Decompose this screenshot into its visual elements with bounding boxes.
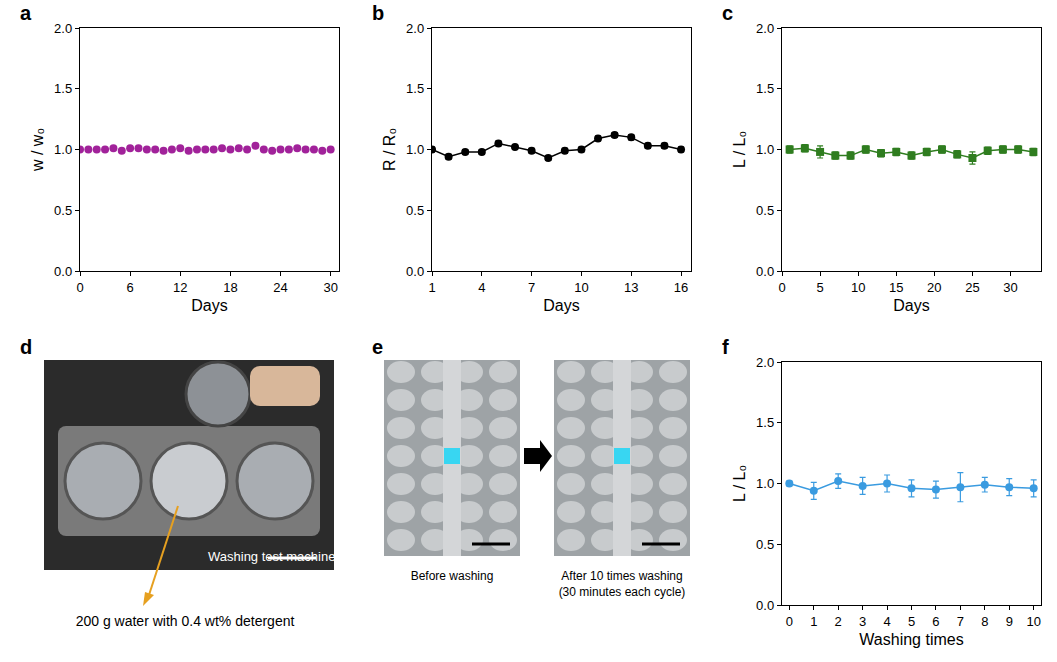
svg-text:6: 6 (127, 280, 134, 295)
svg-text:20: 20 (927, 280, 941, 295)
svg-text:18: 18 (223, 280, 237, 295)
svg-text:0.5: 0.5 (54, 203, 72, 218)
svg-text:1: 1 (810, 614, 817, 629)
svg-text:2.0: 2.0 (54, 21, 72, 36)
svg-text:4: 4 (883, 614, 890, 629)
svg-text:13: 13 (624, 280, 638, 295)
svg-text:0.5: 0.5 (756, 537, 774, 552)
svg-text:6: 6 (932, 614, 939, 629)
svg-text:Washing times: Washing times (859, 631, 963, 648)
svg-text:2.0: 2.0 (756, 355, 774, 370)
html-text:c: c (722, 2, 734, 24)
svg-text:R / R₀: R / R₀ (381, 128, 398, 171)
svg-text:w / w₀: w / w₀ (29, 128, 46, 172)
svg-text:0: 0 (778, 280, 785, 295)
svg-text:9: 9 (1006, 614, 1013, 629)
svg-text:30: 30 (323, 280, 337, 295)
html-text:f: f (722, 336, 729, 358)
svg-text:2: 2 (835, 614, 842, 629)
svg-text:Days: Days (191, 297, 227, 314)
svg-text:16: 16 (674, 280, 688, 295)
svg-text:12: 12 (173, 280, 187, 295)
svg-text:24: 24 (273, 280, 287, 295)
svg-text:7: 7 (957, 614, 964, 629)
svg-text:10: 10 (851, 280, 865, 295)
svg-text:0.0: 0.0 (756, 264, 774, 279)
svg-text:L / L₀: L / L₀ (731, 131, 748, 168)
svg-text:3: 3 (859, 614, 866, 629)
svg-text:After 10 times washing: After 10 times washing (561, 569, 682, 583)
svg-text:0.0: 0.0 (54, 264, 72, 279)
svg-text:1.0: 1.0 (756, 476, 774, 491)
html-text:d: d (20, 336, 33, 358)
svg-text:10: 10 (574, 280, 588, 295)
svg-text:Before washing: Before washing (411, 569, 494, 583)
svg-text:Days: Days (543, 297, 579, 314)
html-text:b: b (372, 2, 385, 24)
svg-text:30: 30 (1003, 280, 1017, 295)
svg-text:0: 0 (786, 614, 793, 629)
svg-text:1.5: 1.5 (406, 81, 424, 96)
svg-text:Days: Days (893, 297, 929, 314)
html-text:a: a (20, 2, 32, 24)
svg-text:1.5: 1.5 (756, 415, 774, 430)
svg-text:15: 15 (889, 280, 903, 295)
svg-text:0.5: 0.5 (756, 203, 774, 218)
svg-text:2.0: 2.0 (756, 21, 774, 36)
svg-text:(30 minutes each cycle): (30 minutes each cycle) (559, 585, 686, 599)
svg-text:0.5: 0.5 (406, 203, 424, 218)
svg-text:L / L₀: L / L₀ (731, 465, 748, 502)
svg-text:2.0: 2.0 (406, 21, 424, 36)
svg-text:5: 5 (816, 280, 823, 295)
svg-text:200 g water with 0.4 wt% deter: 200 g water with 0.4 wt% detergent (76, 613, 295, 629)
svg-text:8: 8 (981, 614, 988, 629)
svg-text:0: 0 (76, 280, 83, 295)
svg-text:1.5: 1.5 (54, 81, 72, 96)
svg-text:0.0: 0.0 (406, 264, 424, 279)
svg-text:1.5: 1.5 (756, 81, 774, 96)
svg-text:1.0: 1.0 (756, 142, 774, 157)
svg-text:7: 7 (528, 280, 535, 295)
svg-text:5: 5 (908, 614, 915, 629)
svg-text:1.0: 1.0 (406, 142, 424, 157)
svg-text:10: 10 (1026, 614, 1040, 629)
svg-text:1.0: 1.0 (54, 142, 72, 157)
svg-text:0.0: 0.0 (756, 598, 774, 613)
svg-text:25: 25 (965, 280, 979, 295)
svg-text:Washing test machine: Washing test machine (208, 549, 335, 564)
svg-text:4: 4 (478, 280, 485, 295)
html-text:e: e (372, 336, 384, 358)
svg-text:1: 1 (428, 280, 435, 295)
